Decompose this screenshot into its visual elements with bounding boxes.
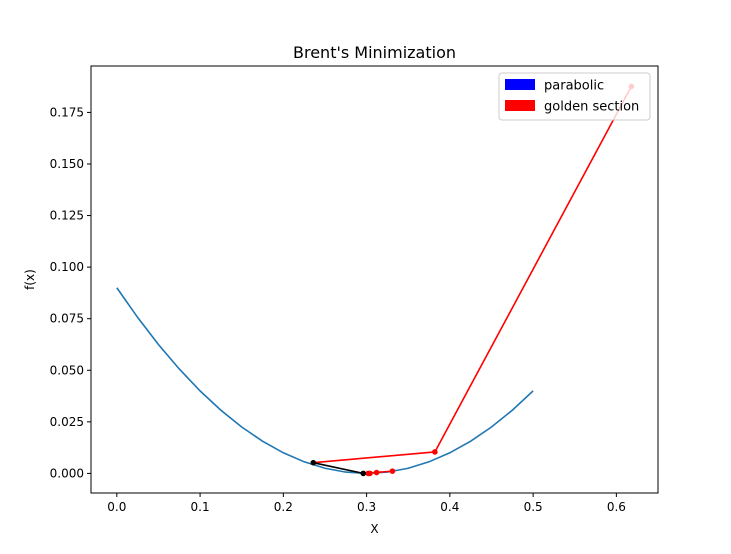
x-tick-label-3: 0.3 [357, 500, 376, 514]
plot-area [116, 83, 635, 477]
step-point-black-0 [310, 459, 317, 466]
step-point-red-2 [389, 468, 396, 474]
step-point-red-3 [373, 469, 380, 476]
step-point-black-1 [360, 470, 367, 477]
legend-swatch-parabolic [505, 79, 535, 90]
legend-swatch-golden-section [505, 100, 535, 111]
chart-title: Brent's Minimization [293, 43, 456, 62]
x-tick-label-5: 0.5 [524, 500, 543, 514]
legend-label-parabolic: parabolic [544, 79, 604, 94]
x-axis: 0.0 0.1 0.2 0.3 0.4 0.5 0.6 [107, 493, 626, 514]
legend: parabolic golden section [498, 72, 651, 121]
legend-box [498, 72, 651, 121]
step-point-red-5 [365, 470, 372, 477]
y-tick-label-5: 0.125 [50, 209, 84, 223]
step-point-red-1 [432, 449, 438, 455]
plot-frame [90, 65, 659, 494]
x-tick-label-2: 0.2 [274, 500, 293, 514]
y-tick-label-6: 0.150 [50, 157, 84, 171]
series-layer [116, 83, 635, 477]
y-tick-label-1: 0.025 [50, 415, 84, 429]
step-segment-1 [313, 451, 435, 464]
y-tick-label-3: 0.075 [50, 312, 84, 326]
step-segment-2 [313, 461, 364, 475]
x-tick-label-6: 0.6 [607, 500, 626, 514]
y-tick-label-0: 0.000 [50, 466, 84, 480]
x-tick-label-0: 0.0 [107, 500, 126, 514]
step-segment-0 [434, 86, 633, 453]
y-axis: 0.000 0.025 0.050 0.075 0.100 0.125 0.150 0.175 [50, 105, 91, 480]
x-tick-label-1: 0.1 [191, 500, 210, 514]
y-tick-label-7: 0.175 [50, 105, 84, 119]
x-axis-label: X [370, 522, 378, 536]
y-axis-label: f(x) [23, 269, 37, 290]
y-tick-label-4: 0.100 [50, 260, 84, 274]
legend-label-golden-section: golden section [544, 100, 639, 115]
x-tick-label-4: 0.4 [440, 500, 459, 514]
y-tick-label-2: 0.050 [50, 363, 84, 377]
objective-curve [116, 287, 534, 475]
